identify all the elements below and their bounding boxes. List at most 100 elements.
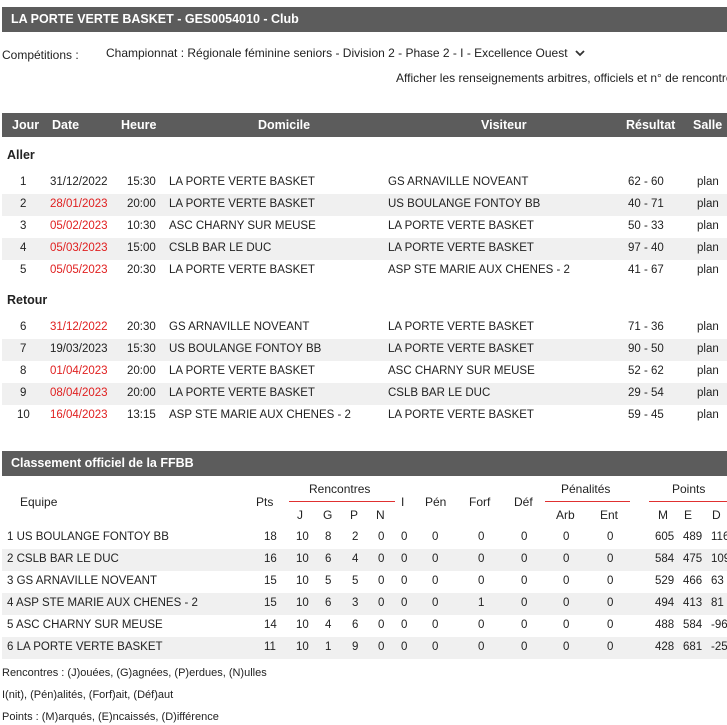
- col-points: Points: [672, 482, 706, 496]
- col-pen: Pén: [425, 495, 447, 509]
- col-rencontres: Rencontres: [309, 482, 371, 496]
- visiteur-cell: GS ARNAVILLE NOVEANT: [388, 176, 529, 188]
- classement-title: Classement officiel de la FFBB: [11, 456, 194, 470]
- m-cell: 584: [655, 553, 675, 565]
- col-def: Déf: [514, 495, 533, 509]
- col-heure: Heure: [121, 118, 157, 132]
- arb-cell: 0: [563, 619, 570, 631]
- salle-link[interactable]: plan: [697, 198, 719, 210]
- i-cell: 0: [401, 641, 408, 653]
- salle-link[interactable]: plan: [697, 409, 719, 421]
- arb-cell: 0: [563, 531, 570, 543]
- date-cell: 05/05/2023: [50, 264, 108, 276]
- chevron-down-icon: [575, 46, 585, 60]
- equipe-cell: 6 LA PORTE VERTE BASKET: [7, 641, 163, 653]
- jour-cell: 5: [20, 264, 27, 276]
- i-cell: 0: [401, 597, 408, 609]
- visiteur-cell: CSLB BAR LE DUC: [388, 387, 491, 399]
- salle-link[interactable]: plan: [697, 365, 719, 377]
- p-cell: 5: [352, 575, 359, 587]
- match-row: 1 31/12/2022 15:30 LA PORTE VERTE BASKET GS …: [2, 172, 727, 194]
- domicile-cell: LA PORTE VERTE BASKET: [169, 387, 315, 399]
- ranking-row: 2 CSLB BAR LE DUC 16 10 6 4 0 0 0 0 0 0 0 584 475 109: [2, 549, 727, 571]
- jour-cell: 7: [20, 343, 27, 355]
- d-cell: 109: [711, 553, 727, 565]
- e-cell: 475: [683, 553, 703, 565]
- pen-cell: 0: [432, 619, 439, 631]
- salle-link[interactable]: plan: [697, 220, 719, 232]
- heure-cell: 20:00: [127, 387, 156, 399]
- jour-cell: 10: [17, 409, 30, 421]
- salle-link[interactable]: plan: [697, 176, 719, 188]
- ent-cell: 0: [607, 553, 614, 565]
- arb-cell: 0: [563, 641, 570, 653]
- g-cell: 4: [325, 619, 332, 631]
- e-cell: 584: [683, 619, 703, 631]
- i-cell: 0: [401, 531, 408, 543]
- n-cell: 0: [378, 597, 385, 609]
- ranking-row: 4 ASP STE MARIE AUX CHENES - 2 15 10 6 3 0 0 0 1…: [2, 593, 727, 615]
- n-cell: 0: [378, 641, 385, 653]
- pen-cell: 0: [432, 553, 439, 565]
- d-cell: 81: [711, 597, 724, 609]
- arb-cell: 0: [563, 575, 570, 587]
- j-cell: 10: [296, 641, 309, 653]
- competitions-label: Compétitions :: [2, 48, 79, 62]
- salle-link[interactable]: plan: [697, 242, 719, 254]
- salle-link[interactable]: plan: [697, 343, 719, 355]
- col-penalites: Pénalités: [561, 482, 611, 496]
- heure-cell: 20:30: [127, 321, 156, 333]
- equipe-cell: 2 CSLB BAR LE DUC: [7, 553, 119, 565]
- m-cell: 529: [655, 575, 675, 587]
- visiteur-cell: LA PORTE VERTE BASKET: [388, 321, 534, 333]
- rencontres-rule: [289, 501, 395, 502]
- pts-cell: 14: [264, 619, 277, 631]
- n-cell: 0: [378, 575, 385, 587]
- domicile-cell: GS ARNAVILLE NOVEANT: [169, 321, 310, 333]
- show-details-link[interactable]: Afficher les renseignements arbitres, of…: [396, 71, 727, 85]
- col-i: I: [401, 495, 405, 509]
- m-cell: 428: [655, 641, 675, 653]
- schedule-header: Jour Date Heure Domicile Visiteur Résult…: [2, 113, 727, 137]
- match-row: 4 05/03/2023 15:00 CSLB BAR LE DUC LA PORTE …: [2, 238, 727, 260]
- competition-select[interactable]: Championnat : Régionale féminine seniors…: [106, 46, 585, 60]
- heure-cell: 15:30: [127, 176, 156, 188]
- jour-cell: 6: [20, 321, 27, 333]
- i-cell: 0: [401, 553, 408, 565]
- visiteur-cell: LA PORTE VERTE BASKET: [388, 343, 534, 355]
- m-cell: 494: [655, 597, 675, 609]
- points-rule: [649, 501, 727, 502]
- resultat-cell: 41 - 67: [628, 264, 664, 276]
- pen-cell: 0: [432, 531, 439, 543]
- resultat-cell: 62 - 60: [628, 176, 664, 188]
- visiteur-cell: US BOULANGE FONTOY BB: [388, 198, 541, 210]
- arb-cell: 0: [563, 553, 570, 565]
- match-row: 6 31/12/2022 20:30 GS ARNAVILLE NOVEANT LA P…: [2, 317, 727, 339]
- salle-link[interactable]: plan: [697, 387, 719, 399]
- visiteur-cell: ASP STE MARIE AUX CHENES - 2: [388, 264, 570, 276]
- heure-cell: 20:00: [127, 198, 156, 210]
- j-cell: 10: [296, 619, 309, 631]
- pts-cell: 15: [264, 597, 277, 609]
- salle-link[interactable]: plan: [697, 264, 719, 276]
- domicile-cell: ASC CHARNY SUR MEUSE: [169, 220, 316, 232]
- club-title: LA PORTE VERTE BASKET - GES0054010 - Clu…: [11, 12, 299, 26]
- ranking-row: 3 GS ARNAVILLE NOVEANT 15 10 5 5 0 0 0 0 0 0 0 529 46…: [2, 571, 727, 593]
- pts-cell: 18: [264, 531, 277, 543]
- col-pts: Pts: [256, 495, 274, 509]
- legend-rencontres: Rencontres : (J)ouées, (G)agnées, (P)erd…: [2, 667, 267, 679]
- ent-cell: 0: [607, 597, 614, 609]
- heure-cell: 10:30: [127, 220, 156, 232]
- pts-cell: 15: [264, 575, 277, 587]
- domicile-cell: LA PORTE VERTE BASKET: [169, 198, 315, 210]
- p-cell: 2: [352, 531, 359, 543]
- match-row: 10 16/04/2023 13:15 ASP STE MARIE AUX CHENE…: [2, 405, 727, 427]
- date-cell: 19/03/2023: [50, 343, 108, 355]
- equipe-cell: 1 US BOULANGE FONTOY BB: [7, 531, 169, 543]
- m-cell: 488: [655, 619, 675, 631]
- jour-cell: 1: [20, 176, 27, 188]
- j-cell: 10: [296, 531, 309, 543]
- competition-selected-value: Championnat : Régionale féminine seniors…: [106, 46, 568, 60]
- salle-link[interactable]: plan: [697, 321, 719, 333]
- col-e: E: [684, 508, 693, 522]
